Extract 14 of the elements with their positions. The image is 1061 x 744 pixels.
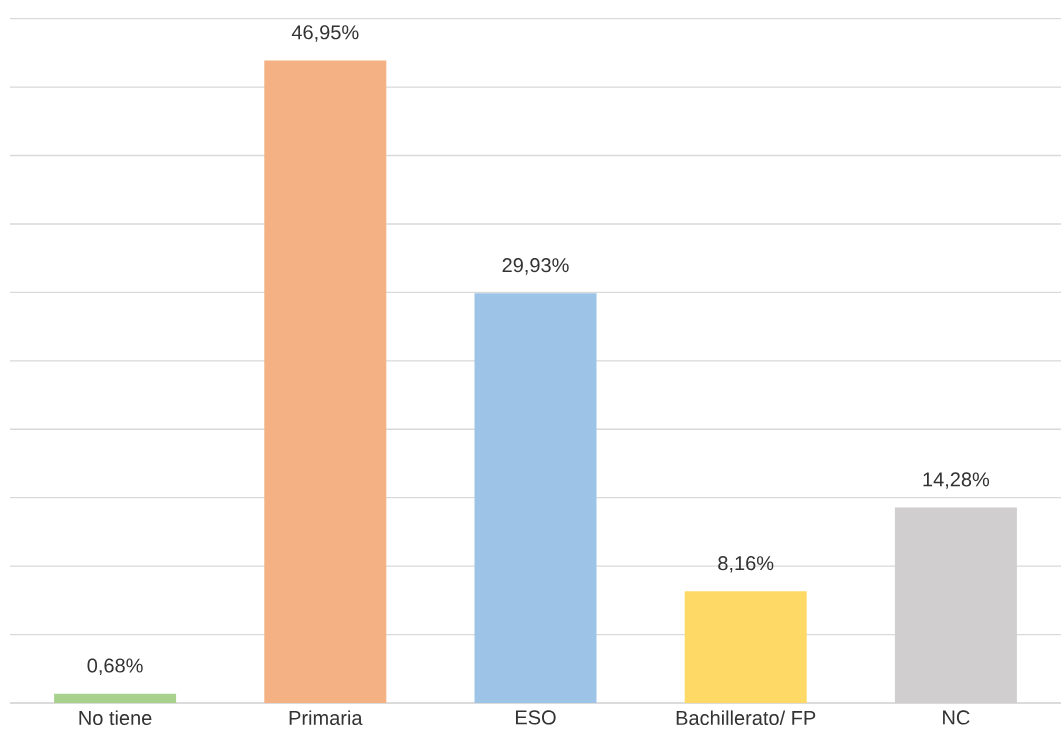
- bar: [54, 693, 177, 703]
- bar: [474, 293, 597, 703]
- x-tick-label: Bachillerato/ FP: [676, 710, 816, 726]
- data-label: 8,16%: [718, 556, 774, 573]
- data-label: 29,93%: [502, 258, 569, 275]
- data-label: 0,68%: [87, 658, 143, 675]
- x-tick-label: Primaria: [289, 710, 363, 726]
- x-tick-label: ESO: [516, 710, 556, 725]
- bar: [684, 591, 807, 703]
- x-tick-label: NC: [943, 710, 970, 725]
- x-tick-label: No tiene: [79, 710, 152, 726]
- bar: [264, 60, 387, 703]
- data-label: 46,95%: [291, 25, 359, 42]
- data-label: 14,28%: [923, 472, 990, 489]
